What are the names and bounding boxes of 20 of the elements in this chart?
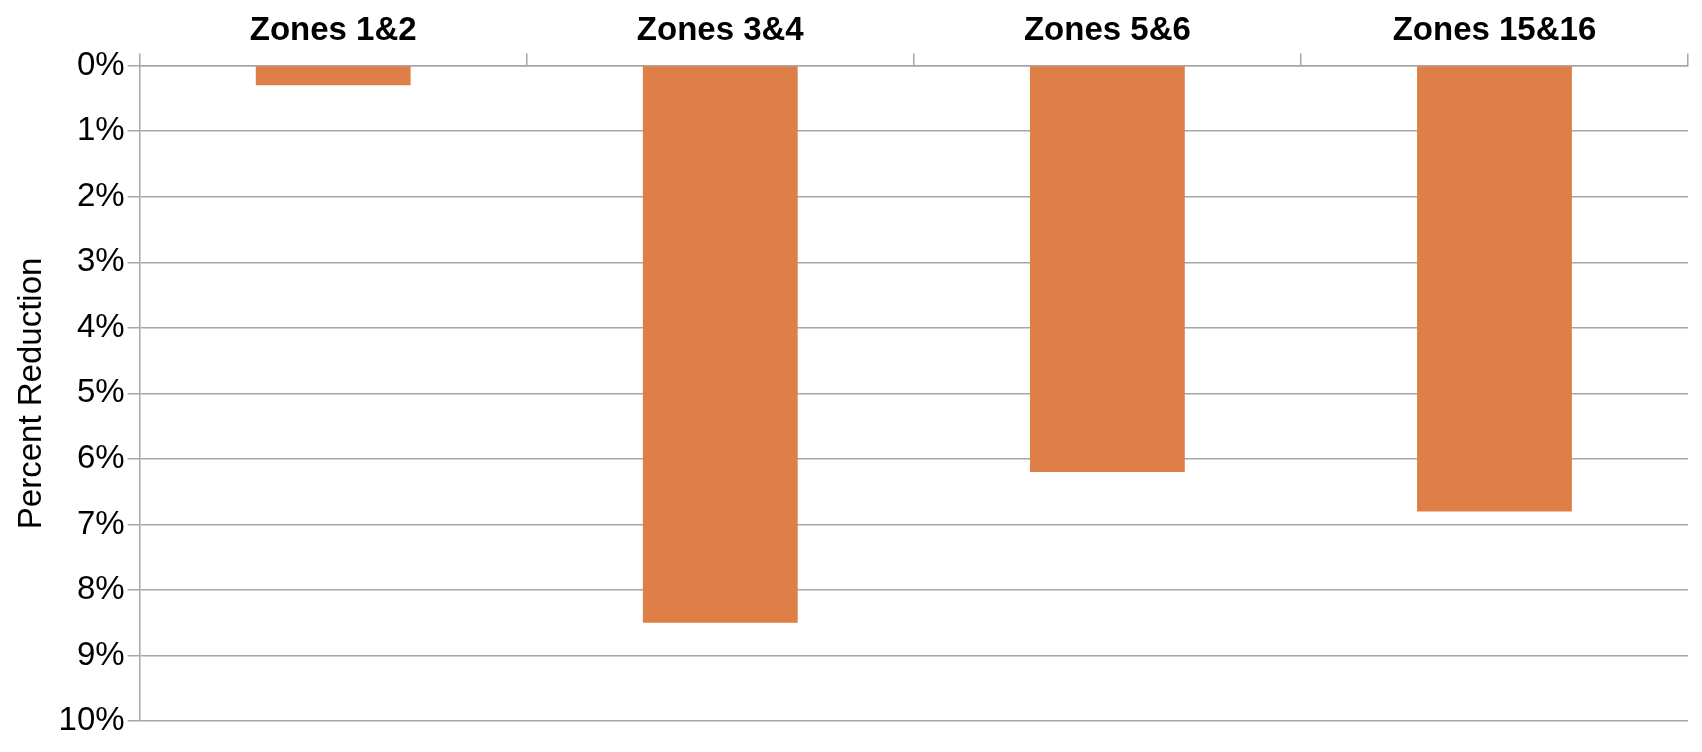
y-tick-label: 6%: [76, 438, 125, 476]
x-tick-label: Zones 1&2: [249, 9, 417, 47]
bar: [255, 66, 411, 86]
bar: [642, 66, 798, 623]
y-tick-label: 7%: [76, 503, 125, 541]
y-tick-label: 8%: [76, 569, 125, 607]
y-tick-label: 1%: [76, 110, 125, 148]
y-tick-label: 5%: [76, 372, 125, 410]
y-tick-label: 3%: [76, 241, 125, 279]
y-tick-label: 10%: [58, 700, 125, 738]
bar: [1029, 66, 1185, 473]
x-tick-label: Zones 5&6: [1023, 9, 1191, 47]
bar: [1417, 66, 1572, 512]
x-tick-label: Zones 3&4: [636, 9, 805, 47]
y-tick-label: 2%: [76, 175, 125, 213]
y-tick-label: 9%: [76, 634, 125, 672]
x-tick-label: Zones 15&16: [1392, 9, 1597, 47]
y-tick-label: 4%: [76, 306, 125, 344]
y-axis-title: Percent Reduction: [10, 257, 48, 530]
y-tick-label: 0%: [76, 44, 125, 82]
